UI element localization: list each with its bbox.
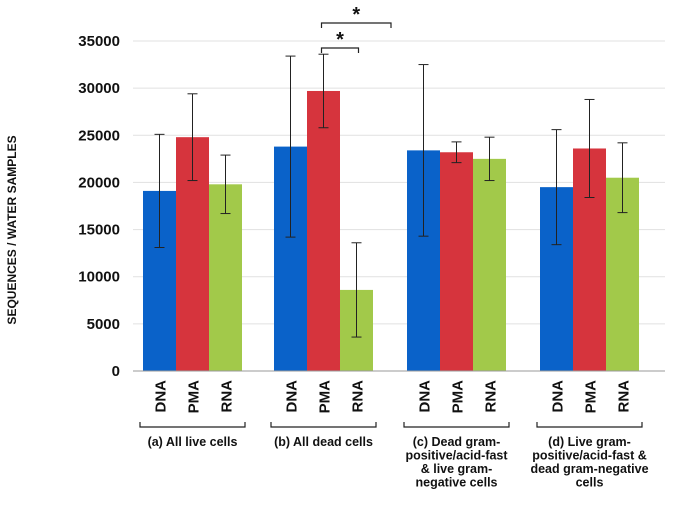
group-bracket [139,422,246,428]
group-label: (d) Live gram- [548,435,631,449]
y-tick-label: 10000 [78,269,120,286]
group-bracket [270,422,377,428]
group-label: positive/acid-fast & [532,449,647,463]
significance-bracket [320,22,392,28]
bar-rna [209,184,242,371]
bar-pma [307,90,340,371]
group-label: (b) All dead cells [274,435,373,449]
category-label: DNA [550,380,567,413]
y-tick-label: 5000 [87,316,120,333]
significance-marker: * [336,29,344,51]
y-tick-label: 15000 [78,222,120,239]
category-label: PMA [583,380,600,414]
y-tick-label: 20000 [78,174,120,191]
significance-marker: * [352,4,360,26]
bar-pma [440,152,473,371]
category-label: RNA [219,380,236,413]
category-label: DNA [417,380,434,413]
group-label: (a) All live cells [148,435,238,449]
y-tick-label: 35000 [78,33,120,50]
group-label: & live gram- [421,462,493,476]
group-bracket [403,422,510,428]
group-label: (c) Dead gram- [413,435,501,449]
significance-bracket [320,47,360,53]
group-label: cells [576,476,604,490]
bar-rna [473,158,506,371]
category-label: RNA [483,380,500,413]
group-label: negative cells [416,476,498,490]
category-label: PMA [186,380,203,414]
category-label: PMA [450,380,467,414]
category-label: DNA [153,380,170,413]
category-label: RNA [350,380,367,413]
group-label: positive/acid-fast [405,449,508,463]
group-label: dead gram-negative [530,462,648,476]
category-label: PMA [317,380,334,414]
y-tick-label: 0 [112,363,120,380]
y-tick-label: 30000 [78,80,120,97]
y-axis-label: SEQUENCES / WATER SAMPLES [5,135,19,324]
category-label: RNA [616,380,633,413]
category-label: DNA [284,380,301,413]
group-bracket [536,422,643,428]
y-tick-label: 25000 [78,127,120,144]
